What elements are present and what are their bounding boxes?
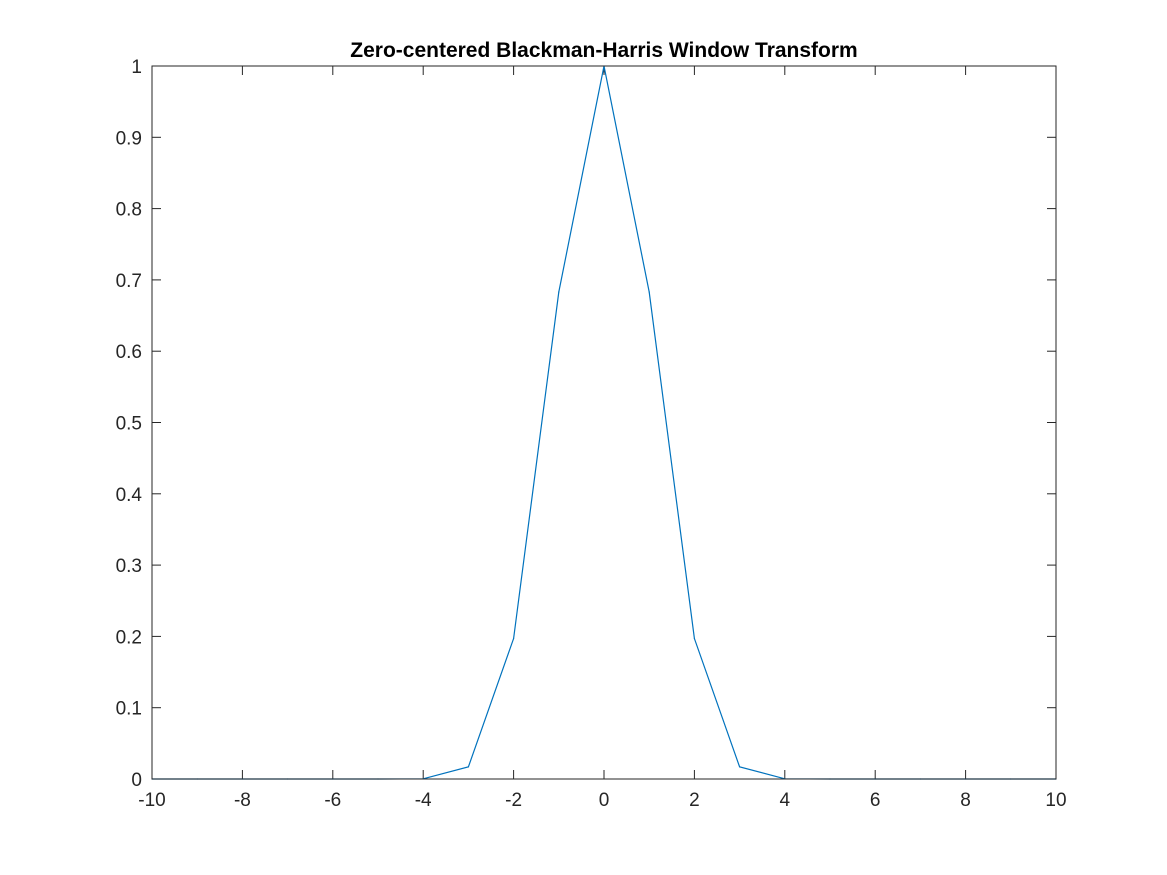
data-point [648, 291, 650, 293]
data-point [467, 766, 469, 768]
y-tick-label: 0.3 [116, 556, 142, 577]
data-point [513, 637, 515, 640]
series-line [152, 65, 1056, 780]
x-tick-label: 10 [1045, 790, 1066, 811]
y-tick-label: 1 [131, 57, 142, 78]
axis-ticks [151, 65, 1057, 780]
data-point [693, 637, 696, 640]
y-tick-label: 0.6 [116, 342, 142, 363]
x-tick-label: 0 [599, 790, 610, 811]
plot-area [151, 65, 1057, 780]
x-tick-label: -2 [505, 790, 522, 811]
y-tick-label: 0.7 [116, 271, 142, 292]
y-tick-label: 0.4 [116, 485, 143, 506]
x-tick-label: 4 [780, 790, 791, 811]
y-tick-label: 0 [131, 770, 142, 791]
chart-title: Zero-centered Blackman-Harris Window Tra… [350, 39, 857, 62]
y-tick-label: 0.2 [116, 627, 142, 648]
x-tick-label: -10 [138, 790, 165, 811]
x-tick-label: -6 [324, 790, 341, 811]
axes-box [151, 65, 1057, 780]
tick-labels: -10 -8 -6 -4 -2 0 2 4 6 8 10 0 0.1 0.2 0.3 0.4 0.5 0.6 0.7… [116, 57, 1067, 811]
y-tick-label: 0.8 [116, 200, 142, 221]
y-tick-label: 0.1 [116, 699, 142, 720]
y-tick-label: 0.5 [116, 414, 142, 435]
y-tick-label: 0.9 [116, 128, 142, 149]
x-tick-label: 6 [870, 790, 881, 811]
x-tick-label: 2 [689, 790, 700, 811]
x-tick-label: 8 [960, 790, 971, 811]
data-point [558, 291, 560, 293]
data-point [739, 766, 741, 768]
x-tick-label: -4 [415, 790, 432, 811]
x-tick-label: -8 [234, 790, 251, 811]
